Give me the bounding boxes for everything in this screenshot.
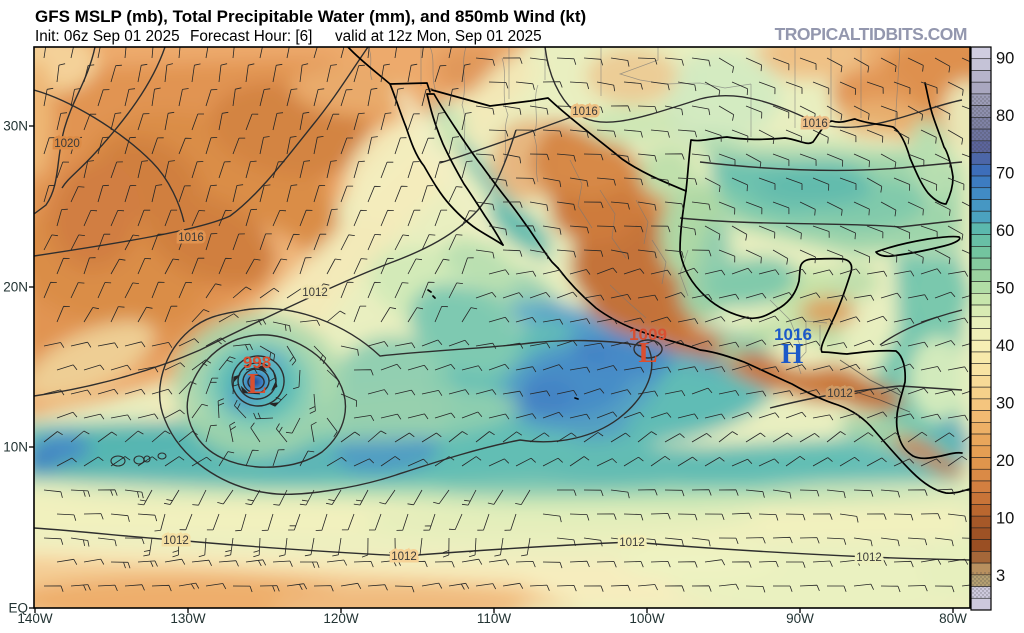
svg-text:40: 40 <box>996 337 1014 355</box>
svg-text:1012: 1012 <box>391 551 417 563</box>
svg-text:1016: 1016 <box>178 232 204 244</box>
svg-text:1016: 1016 <box>802 118 828 130</box>
svg-text:70: 70 <box>996 165 1014 183</box>
svg-text:L: L <box>638 337 657 369</box>
svg-text:L: L <box>247 368 266 400</box>
svg-text:50: 50 <box>996 280 1014 298</box>
svg-text:EQ: EQ <box>8 601 28 616</box>
svg-text:1012: 1012 <box>856 552 882 564</box>
svg-text:1016: 1016 <box>774 325 812 344</box>
svg-text:10: 10 <box>996 510 1014 528</box>
svg-text:80: 80 <box>996 107 1014 125</box>
svg-text:20N: 20N <box>3 280 28 295</box>
svg-text:120W: 120W <box>323 611 359 626</box>
svg-text:1016: 1016 <box>572 106 598 118</box>
svg-text:30N: 30N <box>3 119 28 134</box>
svg-text:H: H <box>781 338 804 370</box>
svg-text:GFS MSLP (mb), Total Precipita: GFS MSLP (mb), Total Precipitable Water … <box>35 7 586 26</box>
svg-text:100W: 100W <box>629 611 665 626</box>
svg-text:TROPICALTIDBITS.COM: TROPICALTIDBITS.COM <box>775 24 967 44</box>
svg-text:1012: 1012 <box>302 287 328 299</box>
svg-text:80W: 80W <box>939 611 967 626</box>
svg-text:130W: 130W <box>170 611 206 626</box>
svg-text:1020: 1020 <box>54 138 80 150</box>
svg-text:10N: 10N <box>3 440 28 455</box>
svg-text:140W: 140W <box>17 611 53 626</box>
svg-text:60: 60 <box>996 222 1014 240</box>
svg-text:20: 20 <box>996 452 1014 470</box>
svg-text:998: 998 <box>243 353 271 372</box>
svg-text:1012: 1012 <box>163 535 189 547</box>
svg-text:1012: 1012 <box>827 388 853 400</box>
svg-text:90W: 90W <box>786 611 814 626</box>
svg-text:110W: 110W <box>477 611 512 626</box>
svg-text:90: 90 <box>996 50 1014 68</box>
svg-text:3: 3 <box>996 567 1005 585</box>
svg-text:30: 30 <box>996 395 1014 413</box>
svg-text:1009: 1009 <box>629 325 667 344</box>
svg-text:1012: 1012 <box>619 537 645 549</box>
